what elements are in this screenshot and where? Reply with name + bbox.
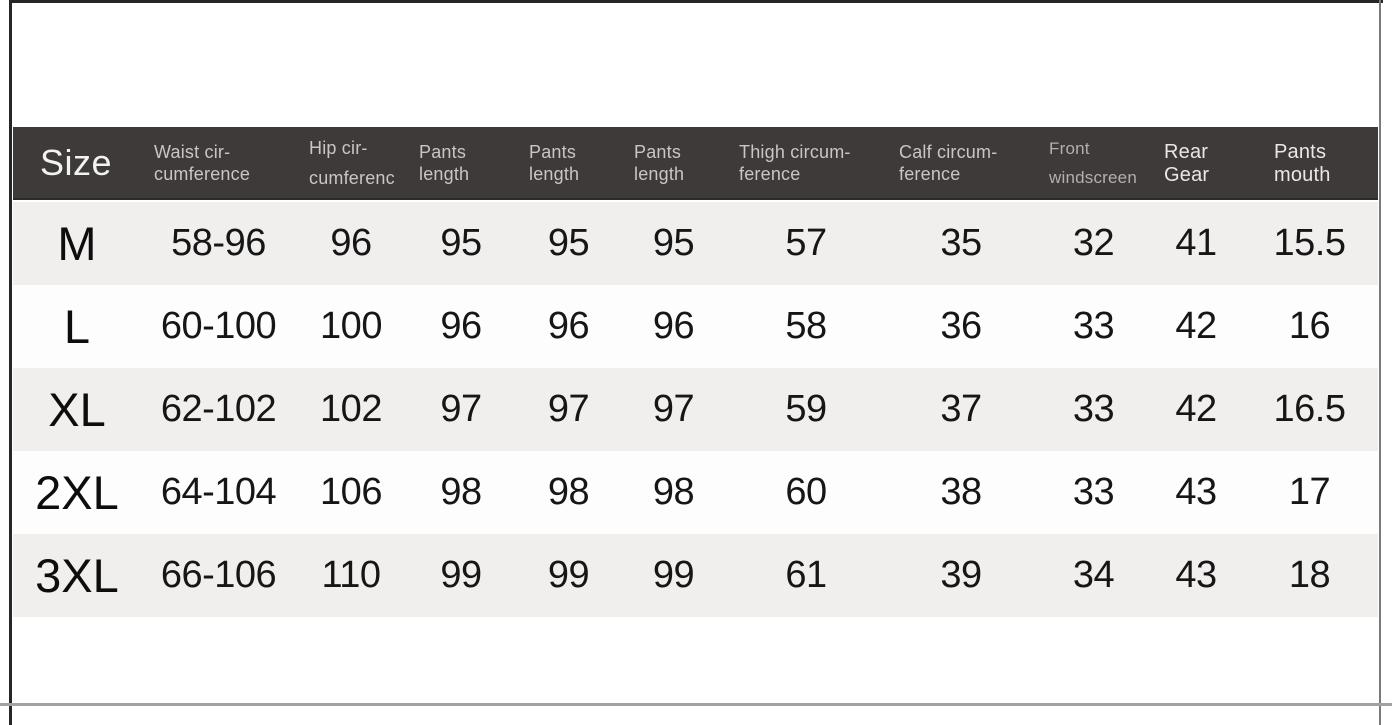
table-row-2xl: 2XL 64-104 106 98 98 98 60 38 33 43 17	[13, 451, 1378, 534]
column-header-front-windscreen: Front windscreen	[1049, 138, 1137, 187]
pants-length-2-cell: 97	[547, 388, 590, 430]
hip-cell: 102	[320, 388, 382, 430]
pants-length-1-cell: 97	[440, 388, 482, 430]
column-header-size: Size	[40, 142, 113, 184]
column-header-rear-gear: Rear Gear	[1164, 141, 1210, 186]
calf-cell: 39	[940, 554, 982, 596]
size-cell: 3XL	[35, 549, 119, 602]
rear-gear-cell: 42	[1175, 305, 1217, 347]
frame-top-border	[9, 0, 1383, 3]
column-header-pants-length-1: Pants length	[419, 142, 470, 184]
bottom-divider-line	[0, 703, 1392, 706]
hip-cell: 106	[320, 471, 382, 513]
pants-length-2-cell: 98	[547, 471, 590, 513]
pants-length-2-cell: 96	[547, 305, 590, 347]
thigh-cell: 61	[785, 554, 827, 596]
pants-length-3-cell: 96	[652, 305, 695, 347]
table-row-l: L 60-100 100 96 96 96 58 36 33 42 16	[13, 285, 1378, 368]
pants-mouth-cell: 16	[1288, 305, 1331, 347]
rear-gear-cell: 43	[1175, 471, 1217, 513]
pants-mouth-cell: 17	[1288, 471, 1331, 513]
waist-cell: 58-96	[171, 222, 266, 264]
rear-gear-cell: 43	[1175, 554, 1217, 596]
calf-cell: 37	[940, 388, 982, 430]
rear-gear-cell: 42	[1175, 388, 1217, 430]
column-header-hip-circumference: Hip cir- cumferenc	[309, 137, 395, 188]
thigh-cell: 60	[785, 471, 827, 513]
pants-length-1-cell: 99	[440, 554, 482, 596]
front-windscreen-cell: 33	[1072, 388, 1115, 430]
hip-cell: 96	[330, 222, 372, 264]
pants-length-3-cell: 98	[652, 471, 695, 513]
table-row-m: M 58-96 96 95 95 95 57 35 32 41 15.5	[13, 202, 1378, 285]
table-row-3xl: 3XL 66-106 110 99 99 99 61 39 34 43 18	[13, 534, 1378, 617]
thigh-cell: 58	[785, 305, 827, 347]
pants-length-2-cell: 99	[547, 554, 590, 596]
pants-length-2-cell: 95	[547, 222, 590, 264]
waist-cell: 64-104	[160, 471, 277, 513]
size-cell: XL	[48, 383, 106, 436]
size-cell: L	[63, 300, 91, 353]
column-header-pants-length-2: Pants length	[529, 142, 580, 184]
table-row-xl: XL 62-102 102 97 97 97 59 37 33 42 16.5	[13, 368, 1378, 451]
hip-cell: 100	[320, 305, 382, 347]
waist-cell: 62-102	[160, 388, 277, 430]
pants-mouth-cell: 18	[1288, 554, 1331, 596]
rear-gear-cell: 41	[1175, 222, 1217, 264]
column-header-waist-circumference: Waist cir- cumference	[154, 142, 251, 184]
pants-length-1-cell: 98	[440, 471, 482, 513]
pants-length-3-cell: 97	[652, 388, 695, 430]
column-header-thigh-circumference: Thigh circum- ference	[739, 142, 851, 184]
column-header-pants-length-3: Pants length	[634, 142, 685, 184]
pants-length-1-cell: 96	[440, 305, 482, 347]
size-cell: M	[57, 217, 97, 270]
hip-cell: 110	[321, 554, 381, 596]
size-chart-table-body: M 58-96 96 95 95 95 57 35 32 41 15.5 L 6…	[13, 202, 1378, 617]
calf-cell: 38	[940, 471, 982, 513]
front-windscreen-cell: 32	[1072, 222, 1115, 264]
frame-right-border	[1379, 0, 1381, 725]
pants-length-3-cell: 95	[652, 222, 695, 264]
column-header-calf-circumference: Calf circum- ference	[899, 142, 998, 184]
front-windscreen-cell: 33	[1072, 305, 1115, 347]
front-windscreen-cell: 34	[1072, 554, 1115, 596]
pants-mouth-cell: 15.5	[1273, 222, 1346, 264]
frame-left-border	[9, 0, 12, 725]
thigh-cell: 57	[785, 222, 827, 264]
calf-cell: 35	[940, 222, 982, 264]
pants-length-3-cell: 99	[652, 554, 695, 596]
column-header-pants-mouth: Pants mouth	[1274, 141, 1331, 186]
table-header-row: Size Waist cir- cumference Hip cir- cumf…	[13, 127, 1378, 200]
waist-cell: 66-106	[160, 554, 277, 596]
waist-cell: 60-100	[160, 305, 277, 347]
pants-length-1-cell: 95	[440, 222, 482, 264]
pants-mouth-cell: 16.5	[1273, 388, 1346, 430]
calf-cell: 36	[940, 305, 982, 347]
size-cell: 2XL	[35, 466, 119, 519]
thigh-cell: 59	[785, 388, 827, 430]
front-windscreen-cell: 33	[1072, 471, 1115, 513]
